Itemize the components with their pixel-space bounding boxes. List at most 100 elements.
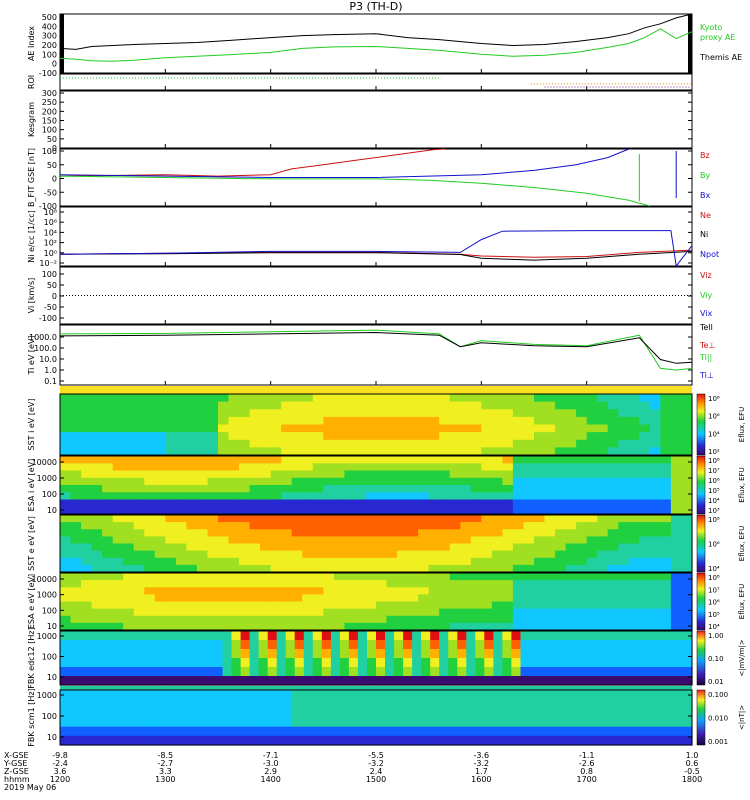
esa-elec-cell	[649, 608, 661, 617]
esa-ion-cell	[576, 506, 588, 515]
esa-elec-cell	[175, 594, 187, 603]
sst-ion-cell	[144, 447, 156, 456]
fbk-e-cell	[267, 649, 278, 659]
temp-series-black	[59, 331, 693, 364]
sst-ion-cell	[196, 394, 208, 403]
fbk-e-cell	[394, 631, 404, 641]
esa-ion-cell	[376, 485, 388, 493]
esa-ion-cell	[218, 485, 230, 493]
esa-ion-cell	[81, 506, 93, 515]
esa-elec-cell	[312, 594, 324, 603]
fbk-e-cell	[565, 676, 576, 686]
sst-elec-cell	[460, 536, 472, 545]
sst-ion-cell	[249, 424, 261, 433]
sst-elec-cell	[354, 557, 366, 566]
esa-elec-cell	[439, 587, 451, 595]
fbk-e-cell	[330, 631, 341, 641]
fbk-b-cell	[112, 699, 124, 709]
esa-ion-cell	[407, 485, 419, 493]
sst-elec-cell	[481, 557, 493, 566]
sst-ion-cell	[512, 394, 524, 403]
fbk-b-cell	[312, 726, 324, 737]
ae-tick-label: 400	[42, 22, 57, 31]
fbk-b-cell	[502, 690, 514, 700]
esa-elec-cell	[544, 594, 556, 603]
fbk-e-cell	[466, 658, 476, 668]
fbk-e-cell	[385, 631, 395, 641]
fbk-e-cell	[330, 667, 341, 677]
sst-elec-cell	[333, 557, 345, 566]
sst-ion-cell	[428, 401, 440, 410]
sst-elec-cell	[270, 515, 282, 523]
esa-ion-cell	[102, 470, 114, 479]
esa-elec-cell	[91, 573, 103, 581]
sst-ion-cell	[628, 432, 640, 441]
ae-tick-label: -100	[39, 69, 57, 78]
fbk-e-cell	[348, 631, 359, 641]
esa-ion-cell	[186, 463, 198, 472]
sst-elec-cell	[576, 557, 588, 566]
sst-ion-cell	[228, 409, 240, 418]
fbk-e-cell	[664, 658, 675, 668]
sst-elec-cell	[544, 543, 556, 552]
fbk-e-cell	[403, 667, 413, 677]
sst-ion-cell	[565, 409, 577, 418]
legend-ne: Ne	[700, 211, 711, 220]
esa-elec-cell	[123, 573, 135, 581]
esa-elec-cell	[270, 580, 282, 588]
esa-elec-cell	[607, 615, 619, 624]
sst-elec-cell	[555, 550, 567, 559]
esa-ion-cell	[639, 463, 651, 472]
sst-elec-cell	[165, 522, 177, 530]
fbk-b-cell	[418, 735, 430, 746]
fbk-e-cell	[87, 658, 97, 668]
sst-elec-cell	[281, 550, 293, 559]
esa-elec-cell	[91, 580, 103, 588]
sst-ion-cell	[418, 439, 430, 448]
sst-ion-cell	[91, 424, 103, 433]
esa-ion-cell	[502, 492, 514, 501]
esa-elec-cell	[397, 615, 409, 624]
sst-ion-cell	[555, 432, 567, 441]
sst-elec-cell	[207, 515, 219, 523]
fbk-e-cell	[502, 676, 512, 686]
fbk-e-cell	[583, 649, 594, 659]
sst-ion-cell	[133, 401, 145, 410]
fbk-b-cell	[670, 699, 682, 709]
fbk-e-cell	[69, 658, 79, 668]
orbit-row-label: X-GSE	[4, 751, 29, 760]
sst-ion-cell	[291, 394, 303, 403]
esa-elec-cell	[481, 573, 493, 581]
esa-elec-cell	[639, 622, 651, 631]
esa-elec-cell	[344, 601, 356, 610]
esa-elec-cell	[576, 573, 588, 581]
sst-ion-cell	[291, 432, 303, 441]
fbk-b-cell	[670, 708, 682, 719]
esa-elec-cell	[133, 573, 145, 581]
fbk-e-cell	[339, 640, 350, 650]
sst-elec-cell	[291, 515, 303, 523]
esa-elec-cell	[628, 573, 640, 581]
esa-elec-cell	[534, 601, 546, 610]
fbk-e-cell	[484, 649, 494, 659]
fbk-e-cell	[285, 667, 296, 677]
esa-elec-cell	[660, 615, 672, 624]
sst-elec-cell	[91, 564, 103, 573]
fbk-e-cell	[619, 676, 630, 686]
fbk-e-cell	[547, 631, 558, 641]
esa-ion-cell	[460, 477, 472, 486]
esa-elec-cell	[260, 622, 272, 631]
sst-ion-cell	[133, 409, 145, 418]
fbk-b-cell	[175, 708, 187, 719]
legend-bz: Bz	[700, 151, 710, 160]
esa-elec-cell	[502, 573, 514, 581]
sst-elec-cell	[418, 543, 430, 552]
fbk-e-cell	[348, 667, 359, 677]
sst-elec-cell	[302, 543, 314, 552]
sst-elec-cell	[270, 536, 282, 545]
esa-elec-cell	[481, 622, 493, 631]
fbk-b-cell	[70, 708, 82, 719]
fbk-b-cell	[165, 717, 177, 728]
fbk-e-cell	[439, 631, 449, 641]
esa-elec-cell	[91, 601, 103, 610]
